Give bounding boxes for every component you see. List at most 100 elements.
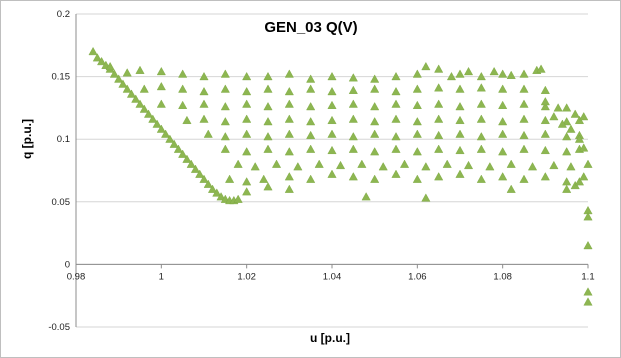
data-point [178, 84, 188, 93]
data-point [370, 102, 380, 111]
data-point [207, 184, 218, 193]
data-point [348, 99, 358, 108]
data-point [579, 112, 589, 121]
data-point [327, 145, 337, 155]
data-point [314, 159, 324, 168]
data-point [498, 69, 508, 78]
data-point [271, 159, 282, 168]
data-point [135, 65, 145, 74]
data-point [348, 114, 358, 123]
data-point [498, 117, 508, 126]
data-point [186, 159, 196, 168]
data-point [263, 144, 273, 153]
data-point [434, 144, 444, 153]
data-point [519, 99, 529, 108]
data-point [566, 162, 576, 171]
data-point [370, 129, 380, 138]
data-point [540, 115, 550, 124]
data-point [118, 79, 128, 88]
data-point [434, 64, 444, 73]
x-tick-label: 0.98 [67, 271, 86, 282]
data-point [250, 162, 260, 171]
data-point [412, 117, 422, 126]
data-point [284, 172, 294, 181]
data-point [233, 159, 243, 168]
data-point [391, 71, 401, 81]
data-point [357, 159, 367, 168]
data-point [203, 179, 213, 188]
y-tick-label: -0.05 [48, 322, 70, 333]
data-point [412, 84, 422, 93]
data-point [182, 154, 192, 163]
data-point [574, 177, 585, 186]
data-point [195, 169, 205, 178]
data-point [327, 129, 337, 138]
data-point [579, 172, 589, 181]
y-tick-label: 0.1 [57, 134, 70, 145]
data-point [92, 53, 102, 62]
data-point [284, 147, 294, 156]
data-point [199, 174, 209, 183]
data-point [476, 174, 486, 183]
axes [75, 14, 589, 327]
data-point [139, 104, 149, 113]
data-point [498, 84, 508, 93]
data-point [148, 114, 158, 123]
data-point [549, 160, 559, 170]
data-point [506, 184, 516, 193]
data-point [391, 169, 401, 178]
data-point [293, 162, 303, 171]
data-point [225, 174, 235, 183]
data-point [242, 114, 252, 123]
y-tick-label: 0.05 [52, 197, 71, 208]
data-point [455, 102, 465, 111]
data-point [370, 147, 380, 156]
x-tick-label: 1.1 [581, 271, 594, 282]
data-point [143, 109, 154, 118]
data-point [109, 69, 119, 78]
data-point [412, 147, 422, 156]
data-point [412, 174, 422, 183]
data-point [88, 46, 98, 56]
data-point [540, 97, 550, 106]
data-point [570, 109, 580, 118]
data-point [476, 144, 486, 153]
data-point [242, 177, 252, 186]
x-tick-label: 1.06 [408, 271, 427, 282]
data-point [583, 212, 593, 221]
tick-labels: -0.05 0 0.05 0.1 0.15 0.2 0.98 1 1.02 1.04 1.06 1.0… [48, 9, 594, 333]
data-point [412, 100, 422, 109]
data-point [182, 115, 192, 124]
data-point [455, 129, 465, 138]
data-point [178, 149, 188, 158]
data-point [212, 188, 222, 197]
y-axis-title: q [p.u.] [20, 119, 34, 159]
data-point [216, 192, 226, 201]
data-point [220, 69, 230, 78]
data-point [122, 68, 132, 77]
data-point [549, 112, 559, 121]
data-point [562, 103, 572, 112]
data-point [135, 99, 145, 108]
data-point [156, 124, 166, 133]
data-point [199, 114, 209, 123]
data-point [463, 160, 474, 170]
data-point [220, 117, 230, 126]
data-point [284, 129, 294, 138]
data-point [370, 74, 380, 83]
data-point [476, 114, 486, 123]
data-point [442, 159, 452, 168]
data-point [348, 144, 358, 153]
data-point [263, 71, 273, 81]
data-point [391, 99, 401, 108]
data-point [519, 69, 529, 78]
data-point [476, 132, 486, 141]
data-point [284, 99, 294, 108]
data-point [220, 144, 230, 153]
data-point [562, 147, 572, 156]
data-point [203, 129, 213, 138]
data-point [434, 172, 444, 181]
data-point [455, 69, 465, 78]
data-point [557, 119, 567, 128]
data-point [139, 84, 149, 93]
